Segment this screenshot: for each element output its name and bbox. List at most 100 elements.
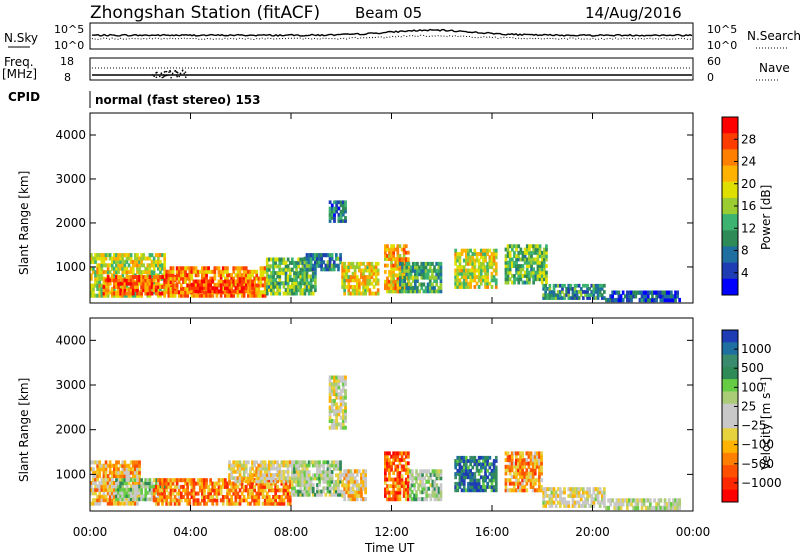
heatmap-cell — [201, 293, 204, 298]
heatmap-cell — [407, 250, 410, 255]
heatmap-cell — [467, 285, 470, 289]
heatmap-cell — [413, 486, 416, 491]
heatmap-cell — [196, 269, 200, 274]
heatmap-cell — [415, 490, 418, 495]
heatmap-cell — [280, 476, 284, 481]
heatmap-cell — [661, 290, 665, 295]
heatmap-cell — [288, 498, 292, 503]
heatmap-cell — [384, 283, 387, 287]
heatmap-cell — [157, 253, 160, 258]
heatmap-cell — [159, 266, 162, 271]
heatmap-cell — [278, 288, 282, 293]
heatmap-cell — [110, 491, 114, 496]
heatmap-cell — [435, 472, 439, 477]
heatmap-cell — [119, 497, 122, 502]
heatmap-cell — [328, 425, 332, 430]
heatmap-cell — [253, 269, 256, 274]
heatmap-cell — [131, 481, 135, 485]
heatmap-cell — [510, 464, 514, 469]
nave-dip-point — [184, 71, 187, 73]
heatmap-cell — [125, 470, 129, 475]
heatmap-cell — [396, 477, 400, 482]
heatmap-cell — [590, 290, 594, 294]
heatmap-cell — [157, 256, 160, 261]
heatmap-cell — [467, 271, 470, 276]
heatmap-cell — [203, 481, 206, 486]
heatmap-cell — [217, 491, 221, 496]
heatmap-cell — [364, 486, 367, 491]
heatmap-cell — [320, 492, 323, 497]
heatmap-cell — [510, 451, 514, 456]
heatmap-cell — [119, 477, 122, 482]
heatmap-cell — [240, 276, 244, 281]
heatmap-cell — [429, 497, 433, 502]
heatmap-cell — [366, 261, 370, 266]
heatmap-cell — [428, 275, 432, 280]
heatmap-cell — [358, 268, 361, 273]
heatmap-cell — [544, 490, 547, 495]
heatmap-cell — [184, 491, 187, 496]
colorbar-swatch — [722, 117, 738, 134]
heatmap-cell — [594, 296, 598, 300]
heatmap-cell — [596, 497, 600, 502]
heatmap-cell — [407, 490, 410, 495]
heatmap-cell — [215, 498, 219, 503]
heatmap-cell — [211, 484, 215, 489]
colorbar-swatch — [722, 391, 738, 405]
heatmap-cell — [284, 264, 288, 269]
heatmap-cell — [140, 263, 143, 268]
heatmap-cell — [159, 275, 162, 279]
heatmap-cell — [407, 454, 410, 459]
heatmap-cell — [314, 274, 317, 279]
heatmap-cell — [125, 270, 129, 275]
heatmap-cell — [407, 279, 411, 283]
heatmap-cell — [234, 460, 238, 465]
heatmap-cell — [284, 274, 288, 279]
heatmap-cell — [291, 288, 294, 293]
heatmap-cell — [144, 494, 148, 498]
heatmap-cell — [115, 291, 118, 296]
heatmap-cell — [407, 257, 410, 261]
heatmap-cell — [517, 468, 520, 473]
heatmap-cell — [305, 274, 309, 279]
heatmap-cell — [169, 293, 173, 298]
heatmap-cell — [473, 455, 477, 460]
heatmap-cell — [665, 290, 669, 295]
heatmap-cell — [439, 486, 443, 491]
heatmap-cell — [265, 498, 269, 503]
heatmap-cell — [592, 293, 596, 297]
heatmap-cell — [494, 472, 498, 476]
heatmap-cell — [523, 478, 527, 483]
heatmap-cell — [425, 479, 428, 484]
heatmap-cell — [138, 293, 141, 298]
nsearch-label: N.Search — [747, 29, 800, 43]
heatmap-cell — [92, 283, 95, 288]
heatmap-cell — [517, 461, 520, 466]
heatmap-cell — [314, 271, 317, 276]
heatmap-cell — [307, 479, 311, 484]
heatmap-cell — [253, 495, 256, 499]
heatmap-cell — [288, 479, 292, 484]
heatmap-cell — [297, 284, 300, 289]
heatmap-cell — [90, 259, 93, 264]
heatmap-cell — [213, 289, 217, 294]
heatmap-cell — [477, 271, 481, 276]
heatmap-cell — [486, 462, 489, 467]
heatmap-cell — [138, 477, 141, 482]
heatmap-cell — [423, 490, 426, 495]
heatmap-cell — [353, 271, 357, 276]
heatmap-cell — [484, 271, 487, 276]
heatmap-cell — [542, 493, 545, 498]
heatmap-cell — [586, 283, 589, 288]
heatmap-cell — [534, 270, 538, 275]
heatmap-cell — [184, 286, 187, 291]
heatmap-cell — [131, 275, 135, 279]
heatmap-cell — [546, 500, 550, 505]
heatmap-cell — [594, 487, 598, 492]
heatmap-cell — [360, 472, 363, 477]
heatmap-cell — [316, 489, 319, 494]
heatmap-cell — [462, 258, 466, 263]
heatmap-cell — [115, 281, 118, 286]
heatmap-cell — [134, 290, 137, 295]
heatmap-cell — [404, 471, 408, 475]
